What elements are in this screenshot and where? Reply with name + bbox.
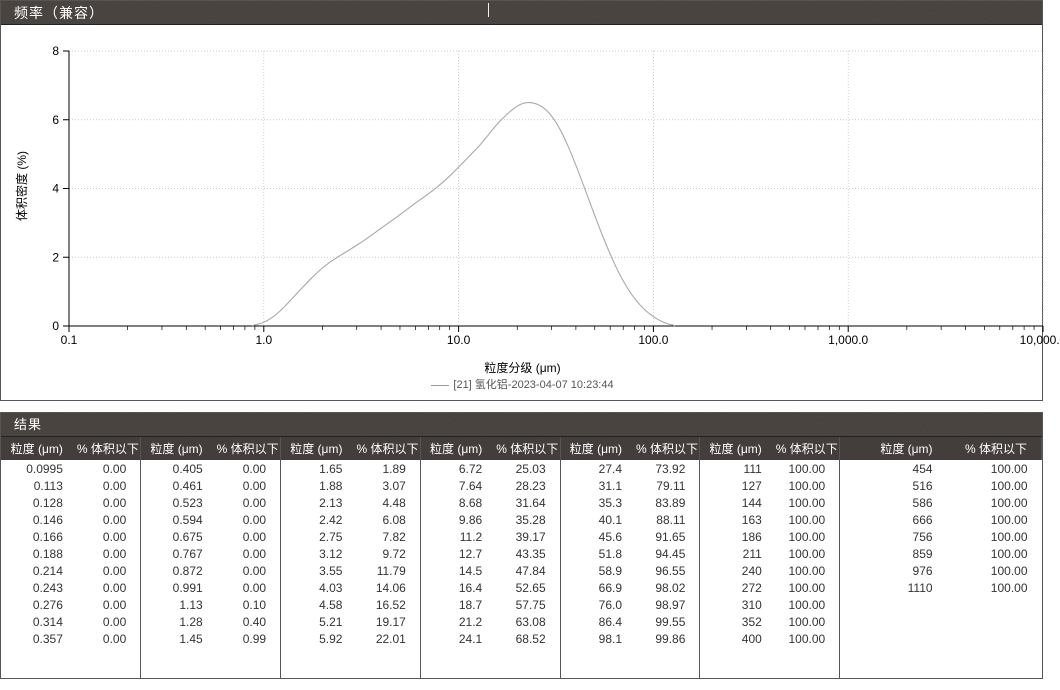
svg-text:100.0: 100.0: [638, 333, 668, 347]
svg-text:8: 8: [52, 44, 59, 58]
svg-text:1,000.0: 1,000.0: [828, 333, 868, 347]
svg-text:6: 6: [52, 113, 59, 127]
svg-text:10,000.0: 10,000.0: [1020, 333, 1060, 347]
svg-text:1.0: 1.0: [255, 333, 272, 347]
svg-text:4: 4: [52, 182, 59, 196]
svg-text:0.1: 0.1: [61, 333, 78, 347]
svg-text:0: 0: [52, 319, 59, 333]
svg-text:10.0: 10.0: [447, 333, 471, 347]
svg-text:2: 2: [52, 250, 59, 264]
